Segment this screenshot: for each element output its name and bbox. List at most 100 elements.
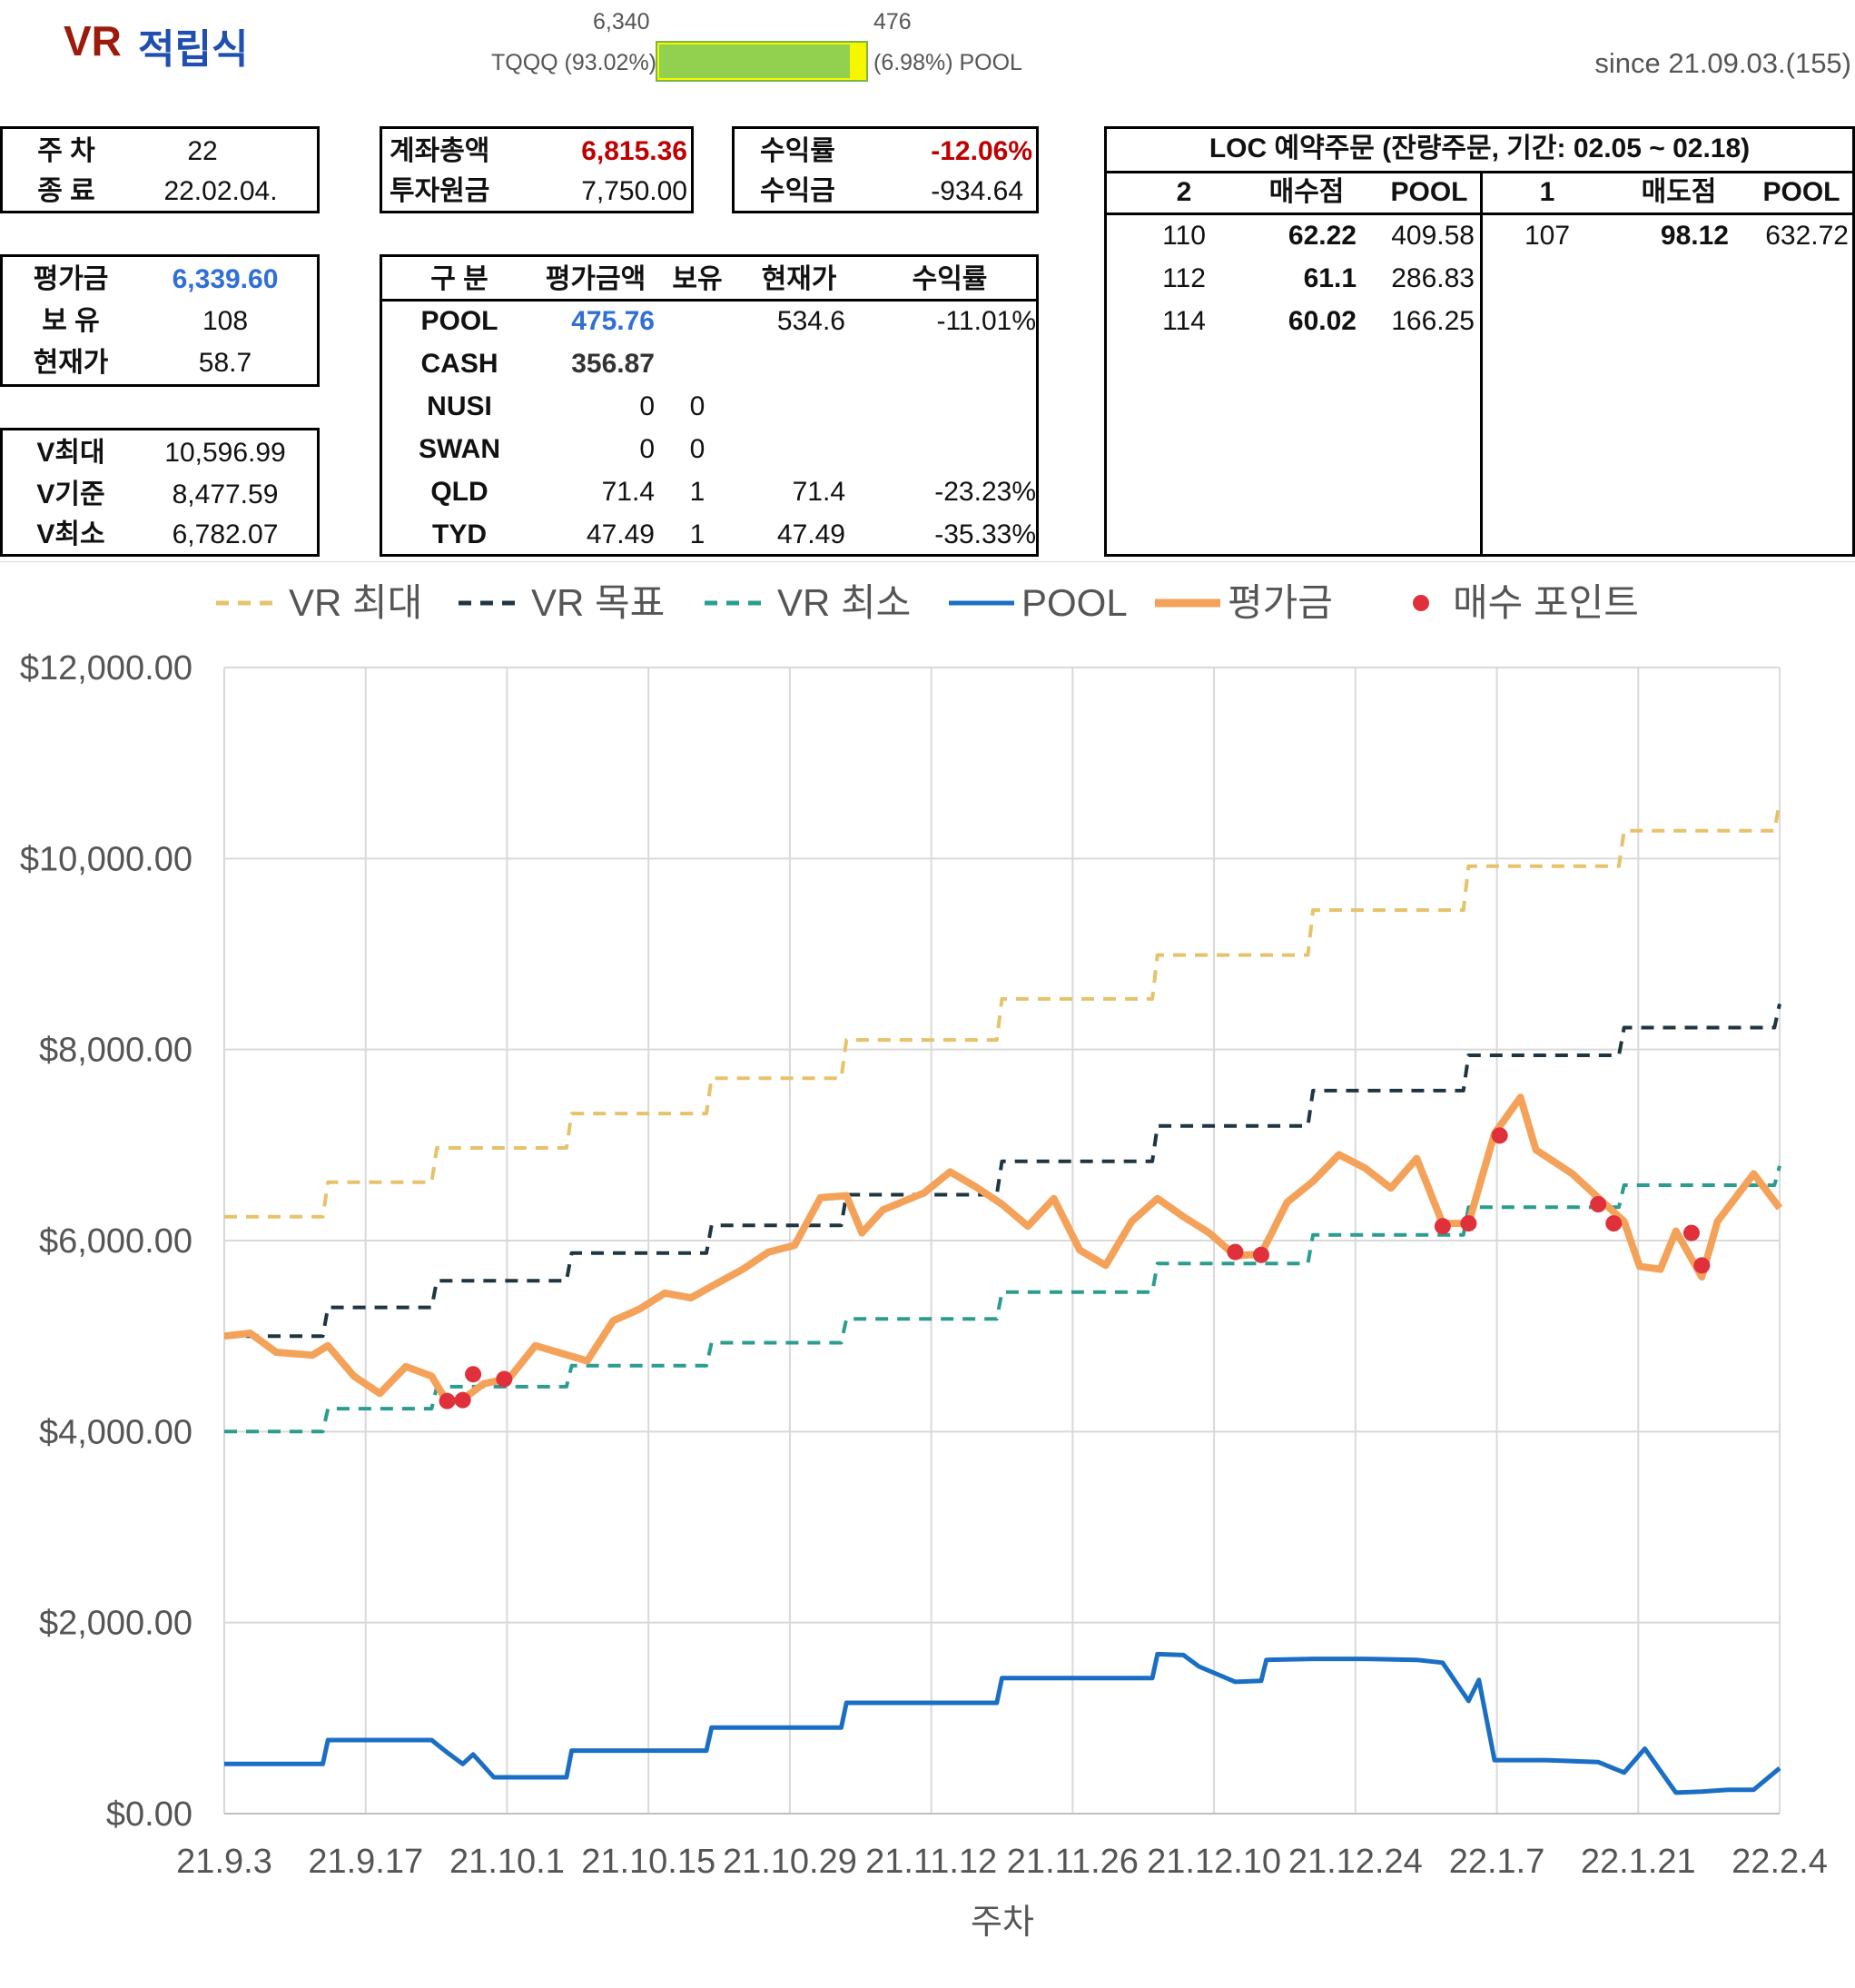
title-vr: VR [64, 17, 122, 64]
principal-label: 투자원금 [390, 176, 490, 206]
chart-x-axis-label: 주차 [971, 1904, 1034, 1942]
loc-buy-row: 112 61.1 286.83 [1107, 258, 1852, 300]
buy-point [465, 1366, 482, 1383]
y-tick-label: $6,000.00 [39, 1222, 192, 1261]
vbase-label: V기준 [36, 480, 105, 509]
week-value: 22 [187, 136, 218, 166]
loc-buy-qty-header: 2 [1176, 177, 1192, 207]
ratio-bar-fill [659, 45, 850, 78]
series-line-4 [223, 1093, 1783, 1406]
buy-point [1253, 1246, 1269, 1263]
series-line-0 [224, 801, 1781, 1219]
legend-label: 평가금 [1228, 581, 1333, 624]
holdings-table: 구 분 평가금액 보유 현재가 수익률 POOL 475.76 534.6 -11.0… [380, 254, 1039, 557]
loc-buy-pool: 409.58 [1391, 221, 1475, 251]
legend-label: VR 최대 [289, 581, 422, 624]
pool-value: 476 [873, 9, 912, 35]
price-label: 현재가 [33, 348, 109, 378]
holding-rate: -35.33% [934, 519, 1036, 549]
chart-x-ticks: 21.9.3 21.9.17 21.10.1 21.10.15 21.10.29 21.1… [176, 1843, 1828, 1881]
buy-point [454, 1391, 471, 1409]
loc-sell-pool: 632.72 [1765, 221, 1849, 251]
holding-name: SWAN [419, 434, 500, 464]
profit-value: -934.64 [931, 176, 1023, 206]
vmax-value: 10,596.99 [164, 438, 286, 468]
col-header-price: 현재가 [761, 264, 837, 294]
y-tick-label: $8,000.00 [39, 1032, 192, 1070]
legend-label: POOL [1021, 581, 1128, 624]
title-korean: 적립식 [138, 27, 249, 72]
price-value: 58.7 [198, 348, 252, 378]
col-header-rate: 수익률 [912, 264, 988, 294]
return-rate-value: -12.06% [931, 136, 1032, 166]
holding-rate: -23.23% [934, 477, 1036, 507]
loc-buy-row: 110 62.22 409.58 [1107, 215, 1852, 257]
series-line-2 [224, 1165, 1781, 1434]
chart-legend: VR 최대 VR 목표 VR 최소 POOL 평가금 매수 포인트 [216, 581, 1639, 624]
hold-value: 108 [202, 306, 249, 336]
loc-buy-price: 62.22 [1288, 221, 1357, 251]
loc-sell-price: 98.12 [1660, 221, 1729, 251]
loc-buy-pool: 286.83 [1391, 263, 1475, 293]
profit-label: 수익금 [760, 176, 835, 206]
y-tick-label: $2,000.00 [39, 1605, 192, 1643]
x-tick-label: 21.9.17 [308, 1843, 423, 1881]
tqqq-value: 6,340 [593, 9, 650, 35]
vmin-value: 6,782.07 [172, 519, 279, 549]
buy-point [1605, 1215, 1623, 1232]
holding-qty: 0 [689, 434, 705, 464]
holding-name: QLD [430, 477, 488, 507]
buy-point [496, 1370, 513, 1388]
loc-buy-pool-header: POOL [1390, 177, 1468, 207]
holding-amount: 47.49 [586, 519, 655, 549]
x-tick-label: 21.12.10 [1147, 1843, 1281, 1881]
vr-chart: VR 최대 VR 목표 VR 최소 POOL 평가금 매수 포인트 $0.00 $2,000… [20, 581, 1828, 1942]
buy-point [1682, 1224, 1700, 1241]
week-box: 주 차 22 종 료 22.02.04. [0, 126, 320, 213]
buy-point [1434, 1218, 1451, 1235]
loc-sell-row: 107 98.12 632.72 [1107, 215, 1852, 257]
y-tick-label: $12,000.00 [20, 649, 192, 687]
buy-point [439, 1392, 456, 1409]
holding-price: 47.49 [776, 519, 845, 549]
holdings-header: 구 분 평가금액 보유 현재가 수익률 [382, 259, 1036, 302]
col-header-amount: 평가금액 [545, 264, 646, 294]
holdings-row: SWAN 0 0 [382, 429, 1036, 470]
holding-qty: 0 [689, 391, 705, 421]
x-tick-label: 21.10.1 [449, 1843, 565, 1881]
y-tick-label: $10,000.00 [20, 840, 192, 878]
buy-point [1491, 1127, 1508, 1144]
legend-label: VR 최소 [777, 581, 911, 624]
y-tick-label: $4,000.00 [39, 1413, 192, 1451]
hold-label: 보 유 [42, 306, 100, 336]
loc-buy-price: 61.1 [1303, 263, 1357, 293]
x-tick-label: 21.11.12 [865, 1843, 997, 1881]
end-value: 22.02.04. [163, 176, 278, 206]
vmax-label: V최대 [36, 438, 105, 468]
loc-buy-qty: 114 [1162, 306, 1206, 336]
return-box: 수익률 -12.06% 수익금 -934.64 [732, 126, 1039, 213]
holding-rate: -11.01% [936, 306, 1036, 336]
v-box: V최대 10,596.99 V기준 8,477.59 V최소 6,782.07 [0, 428, 320, 557]
holdings-row: CASH 356.87 [382, 343, 1036, 385]
chart-series [223, 801, 1783, 1795]
loc-sell-qty-header: 1 [1539, 177, 1555, 207]
holdings-row: QLD 71.4 1 71.4 -23.23% [382, 471, 1036, 513]
eval-label: 평가금 [33, 264, 109, 294]
x-tick-label: 22.1.7 [1449, 1843, 1545, 1881]
x-tick-label: 22.2.4 [1732, 1843, 1828, 1881]
loc-title: LOC 예약주문 (잔량주문, 기간: 02.05 ~ 02.18) [1209, 134, 1751, 163]
vbase-value: 8,477.59 [172, 480, 279, 509]
holding-qty: 1 [689, 519, 705, 549]
return-rate-label: 수익률 [760, 136, 835, 166]
holdings-row: POOL 475.76 534.6 -11.01% [382, 301, 1036, 342]
total-label: 계좌총액 [390, 136, 490, 166]
ratio-bar [656, 41, 868, 82]
holding-name: POOL [420, 306, 498, 336]
holding-name: NUSI [427, 391, 492, 421]
loc-buy-row: 114 60.02 166.25 [1107, 301, 1852, 342]
holding-amount: 475.76 [571, 306, 655, 336]
x-tick-label: 21.10.29 [723, 1843, 857, 1881]
loc-order-box: LOC 예약주문 (잔량주문, 기간: 02.05 ~ 02.18) 2 매수점… [1104, 126, 1855, 557]
loc-header-row: 2 매수점 POOL 1 매도점 POOL [1107, 172, 1852, 213]
